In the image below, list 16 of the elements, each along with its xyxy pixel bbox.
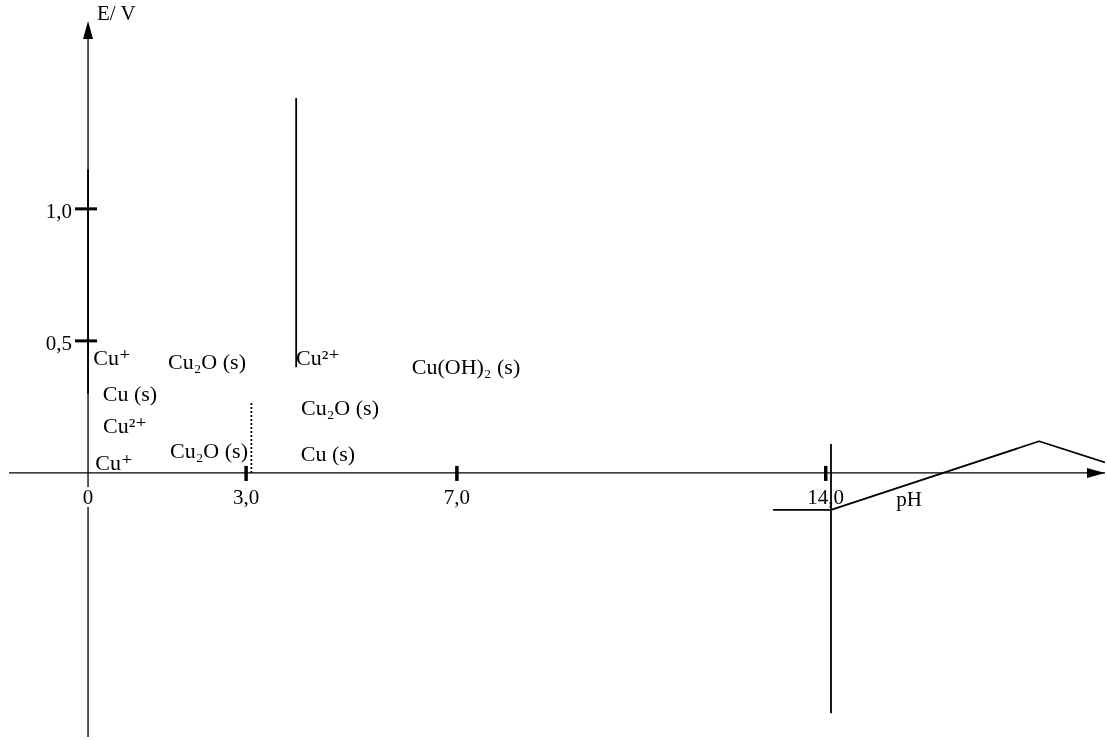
y-tick-label: 1,0 xyxy=(45,198,73,223)
annotation: Cu(OH)₂ (s) xyxy=(411,353,521,379)
x-tick-label: 3,0 xyxy=(232,484,260,509)
annotation: Cu (s) xyxy=(300,440,356,466)
annotation: Cu⁺ xyxy=(95,449,133,475)
y-axis-title: E/ V xyxy=(97,1,136,25)
annotation: Cu²⁺ xyxy=(103,412,147,438)
x-tick-label: 7,0 xyxy=(443,484,471,509)
y-tick-label: 0,5 xyxy=(45,330,73,355)
annotation: Cu²⁺ xyxy=(296,344,340,370)
annotation: Cu₂O (s) xyxy=(301,394,379,420)
annotation: Cu (s) xyxy=(102,380,158,406)
x-axis-title: pH xyxy=(896,486,922,511)
annotation: Cu⁺ xyxy=(93,344,131,370)
annotation: Cu₂O (s) xyxy=(170,437,248,463)
annotation: Cu₂O (s) xyxy=(168,348,246,374)
